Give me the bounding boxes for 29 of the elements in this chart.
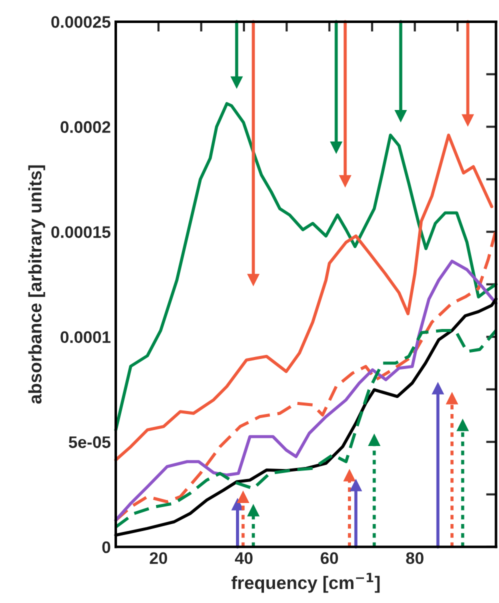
y-tick-label: 0.0002: [60, 121, 110, 133]
line-series: [114, 329, 498, 528]
x-tick-label: 20: [150, 552, 168, 564]
x-axis-title: frequency [cm$^{−1}$]: [231, 572, 380, 593]
line-series: [114, 102, 498, 432]
point: [456, 418, 469, 432]
point: [330, 142, 342, 154]
x-tick-label: 60: [320, 552, 338, 564]
point: [247, 274, 260, 286]
point: [432, 382, 444, 394]
x-tick-label: 80: [406, 552, 424, 564]
y-tick-label: 0.00025: [51, 16, 110, 28]
point: [230, 76, 243, 89]
point: [338, 175, 352, 188]
point: [236, 490, 250, 503]
point: [394, 110, 407, 122]
point: [350, 478, 362, 492]
y-tick-label: 0.0001: [60, 331, 110, 344]
y-tick-label: 0.00015: [51, 226, 110, 238]
point: [247, 504, 260, 516]
point: [343, 468, 356, 482]
point: [368, 434, 380, 446]
y-tick-label: 5e-05: [68, 436, 110, 448]
y-axis-title: absorbance [arbitrary units]: [28, 165, 46, 404]
x-tick-label: 40: [234, 552, 253, 564]
point: [446, 392, 458, 404]
line-series: [114, 134, 494, 462]
y-tick-label: 0: [102, 541, 110, 554]
point: [462, 114, 474, 127]
